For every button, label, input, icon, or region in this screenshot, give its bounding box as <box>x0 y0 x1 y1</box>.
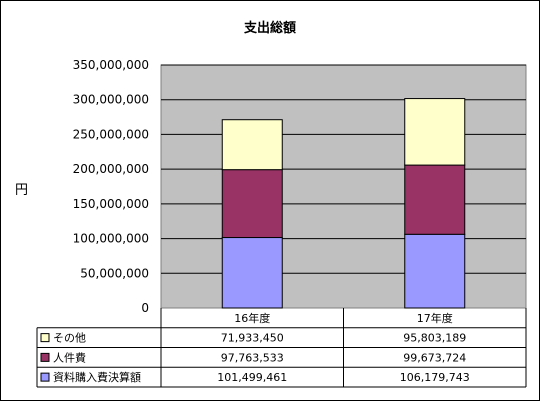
legend-swatch <box>40 352 50 362</box>
series-name: その他 <box>53 332 86 345</box>
data-value: 106,179,743 <box>400 371 470 384</box>
legend-swatch <box>40 333 50 343</box>
y-tick-label: 100,000,000 <box>73 232 149 246</box>
y-tick-label: 300,000,000 <box>73 93 149 107</box>
bar-segment <box>404 98 466 166</box>
data-value: 101,499,461 <box>217 371 287 384</box>
y-tick-label: 200,000,000 <box>73 162 149 176</box>
y-tick-label: 150,000,000 <box>73 197 149 211</box>
y-tick-label: 50,000,000 <box>80 266 149 280</box>
chart-title: 支出総額 <box>243 21 296 36</box>
bar-segment <box>404 164 466 235</box>
bar-segment <box>221 237 283 309</box>
bar-segment <box>221 119 283 171</box>
bar-segment <box>404 233 466 309</box>
category-label: 17年度 <box>417 311 453 325</box>
bar-segment <box>221 169 283 239</box>
data-value: 97,763,533 <box>221 351 284 364</box>
plot-area <box>160 64 527 309</box>
legend-swatch <box>40 372 50 382</box>
category-label: 16年度 <box>234 311 270 325</box>
data-value: 99,673,724 <box>403 351 466 364</box>
data-value: 95,803,189 <box>403 332 466 345</box>
y-tick-label: 0 <box>141 301 149 315</box>
data-value: 71,933,450 <box>221 332 284 345</box>
y-tick-label: 250,000,000 <box>73 127 149 141</box>
y-tick-label: 350,000,000 <box>73 58 149 72</box>
series-name: 人件費 <box>53 350 86 364</box>
y-axis-label: 円 <box>15 183 29 198</box>
series-name: 資料購入費決算額 <box>53 370 141 384</box>
